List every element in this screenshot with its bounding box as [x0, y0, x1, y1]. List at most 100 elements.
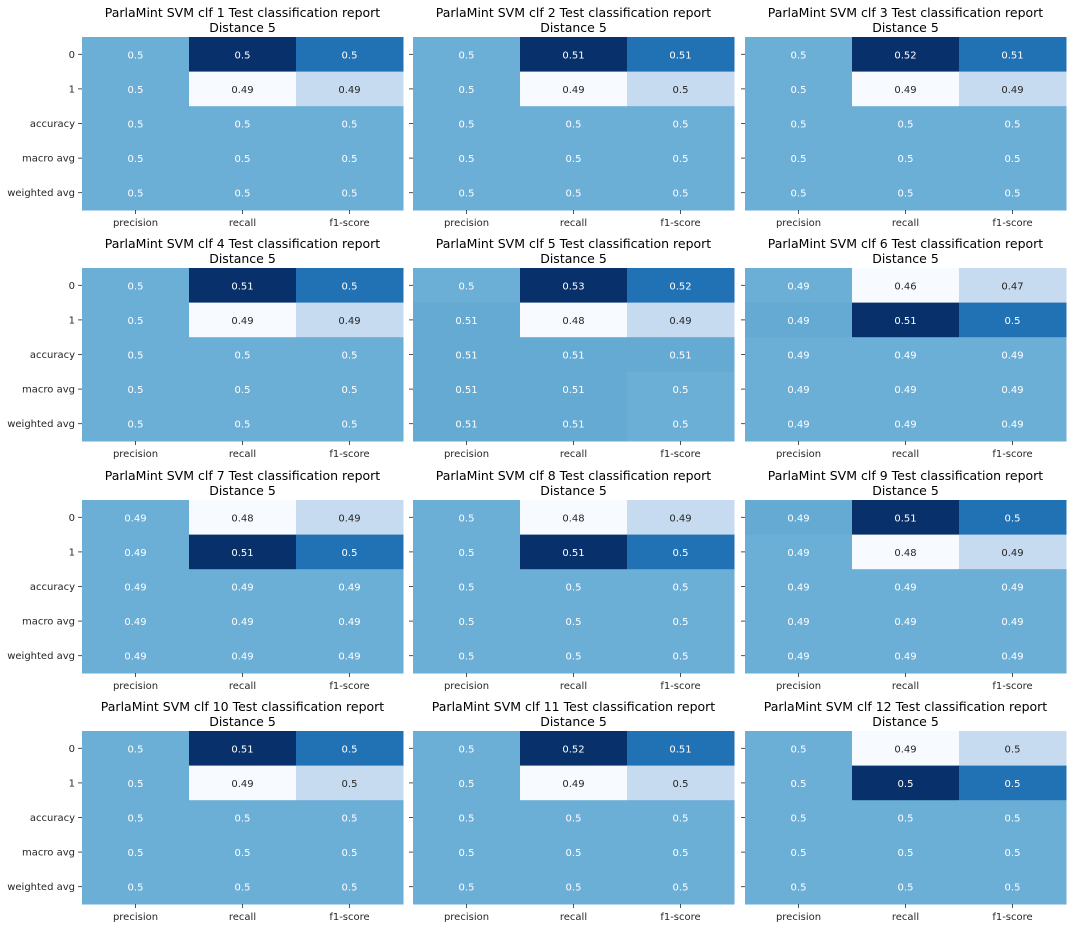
- heatmap-cell: [296, 869, 404, 905]
- x-tick-label: recall: [560, 218, 587, 229]
- heatmap-cell: [520, 140, 628, 176]
- heatmap-cell: [745, 569, 853, 605]
- heatmap-cell: [959, 71, 1067, 107]
- heatmap-cell: [296, 834, 404, 870]
- x-tick-label: recall: [560, 681, 587, 692]
- cell-value-label: 0.5: [342, 420, 358, 431]
- heatmap-cell: [627, 800, 735, 836]
- cell-value-label: 0.5: [128, 779, 144, 790]
- heatmap-cell: [627, 337, 735, 373]
- heatmap-cell: [852, 140, 960, 176]
- x-tick-label: recall: [229, 681, 256, 692]
- heatmap-cell: [520, 569, 628, 605]
- heatmap-cell: [520, 302, 628, 338]
- cell-value-label: 0.5: [898, 189, 914, 200]
- chart-title: ParlaMint SVM clf 3 Test classification …: [768, 5, 1044, 20]
- cell-value-label: 0.49: [1001, 351, 1023, 362]
- cell-value-label: 0.5: [235, 154, 251, 165]
- cell-value-label: 0.5: [459, 50, 475, 61]
- heatmap-cell: [627, 106, 735, 142]
- heatmap-cell: [520, 268, 628, 304]
- y-tick-label: accuracy: [30, 119, 75, 130]
- cell-value-label: 0.49: [894, 385, 916, 396]
- cell-value-label: 0.5: [128, 120, 144, 131]
- heatmap-panel-12: ParlaMint SVM clf 12 Test classification…: [741, 699, 1067, 923]
- cell-value-label: 0.49: [787, 652, 809, 663]
- x-tick-label: precision: [776, 449, 821, 460]
- cell-value-label: 0.5: [128, 50, 144, 61]
- heatmap-cell: [82, 569, 190, 605]
- heatmap-panel-1: ParlaMint SVM clf 1 Test classification …: [7, 5, 404, 229]
- cell-value-label: 0.5: [791, 779, 807, 790]
- heatmap-panel-6: ParlaMint SVM clf 6 Test classification …: [741, 236, 1067, 460]
- heatmap-cell: [959, 406, 1067, 442]
- heatmap-cell: [82, 765, 190, 801]
- heatmap-cell: [189, 406, 297, 442]
- heatmap-cell: [82, 800, 190, 836]
- heatmap-cell: [852, 638, 960, 674]
- x-tick-label: f1-score: [660, 218, 700, 229]
- heatmap-cell: [745, 500, 853, 536]
- heatmap-cell: [82, 406, 190, 442]
- heatmap-cell: [296, 140, 404, 176]
- cell-value-label: 0.5: [459, 154, 475, 165]
- cell-value-label: 0.5: [128, 351, 144, 362]
- cell-value-label: 0.5: [128, 744, 144, 755]
- x-tick-label: precision: [776, 218, 821, 229]
- cell-value-label: 0.5: [673, 814, 689, 825]
- heatmap-panel-2: ParlaMint SVM clf 2 Test classification …: [409, 5, 735, 229]
- cell-value-label: 0.51: [562, 420, 584, 431]
- cell-value-label: 0.5: [566, 189, 582, 200]
- heatmap-cell: [520, 800, 628, 836]
- heatmap-cell: [627, 140, 735, 176]
- cell-value-label: 0.49: [562, 85, 584, 96]
- cell-value-label: 0.49: [231, 583, 253, 594]
- heatmap-cell: [745, 337, 853, 373]
- heatmap-cell: [296, 71, 404, 107]
- cell-value-label: 0.5: [1005, 744, 1021, 755]
- heatmap-cell: [520, 106, 628, 142]
- heatmap-cell: [296, 765, 404, 801]
- y-tick-label: weighted avg: [7, 882, 75, 893]
- chart-title: ParlaMint SVM clf 9 Test classification …: [768, 468, 1044, 483]
- cell-value-label: 0.5: [235, 351, 251, 362]
- heatmap-cell: [745, 869, 853, 905]
- heatmap-cell: [627, 765, 735, 801]
- x-tick-label: recall: [560, 912, 587, 923]
- heatmap-cell: [627, 569, 735, 605]
- y-tick-label: 0: [69, 281, 75, 292]
- heatmap-cell: [959, 337, 1067, 373]
- heatmap-cell: [627, 175, 735, 211]
- heatmap-cell: [520, 406, 628, 442]
- cell-value-label: 0.5: [459, 848, 475, 859]
- x-tick-label: recall: [229, 912, 256, 923]
- x-tick-label: f1-score: [329, 449, 369, 460]
- cell-value-label: 0.5: [566, 120, 582, 131]
- cell-value-label: 0.5: [459, 883, 475, 894]
- cell-value-label: 0.52: [562, 744, 584, 755]
- x-tick-label: f1-score: [992, 449, 1032, 460]
- cell-value-label: 0.5: [235, 120, 251, 131]
- cell-value-label: 0.5: [673, 85, 689, 96]
- cell-value-label: 0.5: [673, 420, 689, 431]
- heatmap-cell: [852, 406, 960, 442]
- heatmap-cell: [627, 406, 735, 442]
- heatmap-cell: [520, 534, 628, 570]
- chart-subtitle: Distance 5: [872, 714, 939, 729]
- heatmap-cell: [296, 268, 404, 304]
- cell-value-label: 0.49: [894, 351, 916, 362]
- y-tick-label: 1: [69, 778, 75, 789]
- heatmap-cell: [627, 534, 735, 570]
- heatmap-cell: [852, 71, 960, 107]
- heatmap-cell: [959, 175, 1067, 211]
- cell-value-label: 0.49: [562, 779, 584, 790]
- heatmap-cell: [627, 731, 735, 767]
- heatmap-cell: [189, 534, 297, 570]
- cell-value-label: 0.5: [342, 385, 358, 396]
- x-tick-label: precision: [444, 449, 489, 460]
- cell-value-label: 0.49: [124, 513, 146, 524]
- x-tick-label: precision: [444, 681, 489, 692]
- heatmap-cell: [745, 175, 853, 211]
- cell-value-label: 0.49: [669, 513, 691, 524]
- cell-value-label: 0.49: [894, 420, 916, 431]
